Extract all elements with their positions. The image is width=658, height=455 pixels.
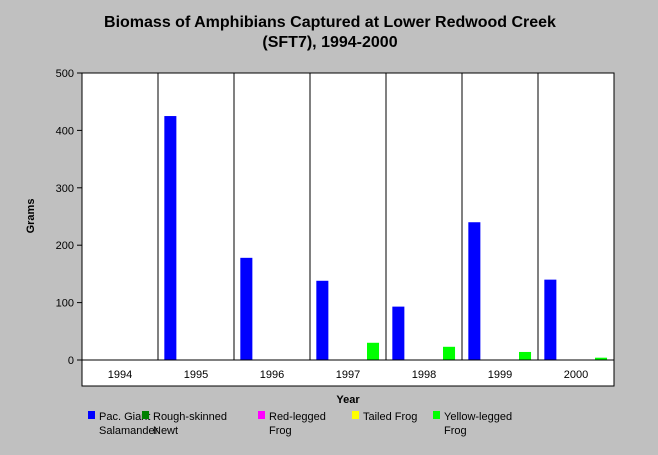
bar (164, 116, 177, 360)
legend: Pac. Giant Salamander Rough-skinned Newt Red… (88, 411, 512, 437)
chart-title: Biomass of Amphibians Captured at Lower … (104, 14, 556, 51)
legend-swatch (352, 411, 359, 419)
legend-swatch (433, 411, 440, 419)
bar (519, 351, 532, 360)
x-tick-label: 1996 (260, 369, 284, 381)
legend-swatch (142, 411, 149, 419)
x-axis-label: Year (336, 394, 360, 406)
legend-label: Salamander (99, 425, 159, 437)
x-tick-label: 2000 (564, 369, 588, 381)
legend-label: Red-legged (269, 411, 326, 423)
legend-swatch (258, 411, 265, 419)
chart-title-line: Biomass of Amphibians Captured at Lower … (104, 14, 556, 31)
legend-swatch (88, 411, 95, 419)
legend-label: Frog (269, 425, 292, 437)
bar (367, 342, 380, 360)
x-tick-label: 1997 (336, 369, 360, 381)
legend-label: Newt (153, 425, 178, 437)
bar (544, 279, 557, 360)
x-axis: 1994 1995 1996 1997 1998 1999 2000 (108, 369, 588, 381)
y-axis: 0 100 200 300 400 500 (56, 68, 82, 367)
bar (468, 222, 481, 360)
bar (392, 306, 405, 360)
legend-label: Frog (444, 425, 467, 437)
x-tick-label: 1998 (412, 369, 436, 381)
legend-label: Yellow-legged (444, 411, 512, 423)
y-tick-label: 400 (56, 125, 74, 137)
chart-title-line: (SFT7), 1994-2000 (262, 34, 397, 51)
bar (240, 257, 253, 360)
plot-area (81, 72, 615, 361)
y-axis-label: Grams (25, 199, 37, 234)
x-tick-label: 1999 (488, 369, 512, 381)
y-tick-label: 0 (68, 355, 74, 367)
y-tick-label: 500 (56, 68, 74, 80)
bar (316, 280, 329, 360)
bars (164, 116, 608, 360)
legend-label: Pac. Giant (99, 411, 150, 423)
x-tick-label: 1994 (108, 369, 132, 381)
bar (443, 346, 456, 360)
y-tick-label: 200 (56, 240, 74, 252)
y-tick-label: 300 (56, 183, 74, 195)
y-tick-label: 100 (56, 298, 74, 310)
x-tick-label: 1995 (184, 369, 208, 381)
legend-label: Tailed Frog (363, 411, 417, 423)
bar (595, 357, 608, 360)
x-axis-box (81, 359, 615, 387)
legend-label: Rough-skinned (153, 411, 227, 423)
